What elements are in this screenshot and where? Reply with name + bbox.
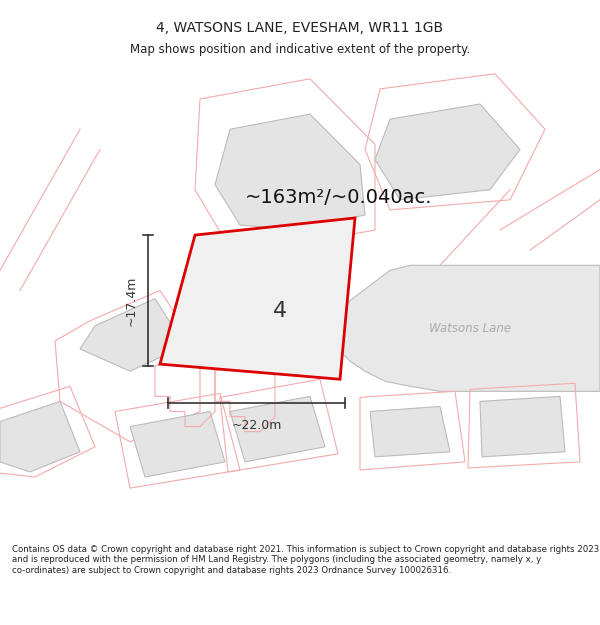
Polygon shape xyxy=(375,104,520,200)
Text: ~22.0m: ~22.0m xyxy=(232,419,281,431)
Polygon shape xyxy=(130,411,225,477)
Polygon shape xyxy=(335,266,600,391)
Polygon shape xyxy=(480,396,565,457)
Text: 4: 4 xyxy=(273,301,287,321)
Polygon shape xyxy=(160,218,355,379)
Polygon shape xyxy=(0,401,80,472)
Polygon shape xyxy=(230,396,325,462)
Text: Watsons Lane: Watsons Lane xyxy=(429,322,511,336)
Text: Contains OS data © Crown copyright and database right 2021. This information is : Contains OS data © Crown copyright and d… xyxy=(12,545,599,575)
Text: ~163m²/~0.040ac.: ~163m²/~0.040ac. xyxy=(245,188,433,208)
Polygon shape xyxy=(370,406,450,457)
Text: ~17.4m: ~17.4m xyxy=(125,276,138,326)
Text: Map shows position and indicative extent of the property.: Map shows position and indicative extent… xyxy=(130,44,470,56)
Polygon shape xyxy=(215,114,365,230)
Polygon shape xyxy=(80,299,185,371)
Text: 4, WATSONS LANE, EVESHAM, WR11 1GB: 4, WATSONS LANE, EVESHAM, WR11 1GB xyxy=(157,21,443,35)
Polygon shape xyxy=(160,218,355,379)
